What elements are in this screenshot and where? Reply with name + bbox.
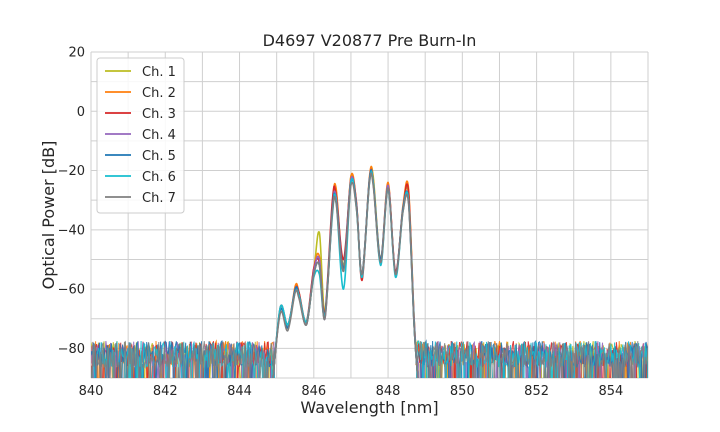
noise-trace-3	[91, 340, 648, 378]
y-tick-label: 20	[68, 46, 85, 61]
noise-trace-7	[91, 340, 648, 378]
x-tick-label: 848	[376, 384, 401, 399]
y-tick-label: 0	[77, 105, 85, 120]
y-tick-label: −40	[58, 223, 85, 238]
y-tick-label: −60	[58, 283, 85, 298]
legend-label: Ch. 1	[142, 65, 176, 80]
chart-title: D4697 V20877 Pre Burn-In	[263, 31, 477, 50]
x-tick-label: 840	[79, 384, 104, 399]
series-lines	[272, 165, 419, 378]
legend-label: Ch. 5	[142, 149, 176, 164]
noise-floor	[91, 339, 648, 378]
y-tick-label: −20	[58, 164, 85, 179]
x-tick-label: 842	[153, 384, 178, 399]
y-axis-label: Optical Power [dB]	[39, 141, 58, 290]
x-tick-labels: 840 842 844 846 848 850 852 854	[79, 384, 624, 399]
legend-label: Ch. 7	[142, 191, 176, 206]
x-tick-label: 850	[450, 384, 475, 399]
x-tick-label: 854	[598, 384, 623, 399]
series-line-7	[272, 172, 419, 378]
x-tick-label: 852	[524, 384, 549, 399]
x-axis-label: Wavelength [nm]	[300, 398, 438, 417]
legend-label: Ch. 4	[142, 128, 176, 143]
legend: Ch. 1 Ch. 2 Ch. 3 Ch. 4 Ch. 5 Ch. 6 Ch. 7	[96, 57, 185, 214]
legend-box	[96, 57, 185, 214]
x-tick-label: 846	[301, 384, 326, 399]
y-tick-labels: 20 0 −20 −40 −60 −80	[58, 46, 85, 357]
x-tick-label: 844	[227, 384, 252, 399]
legend-label: Ch. 2	[142, 86, 176, 101]
y-tick-label: −80	[58, 342, 85, 357]
legend-label: Ch. 3	[142, 107, 176, 122]
legend-label: Ch. 6	[142, 170, 176, 185]
